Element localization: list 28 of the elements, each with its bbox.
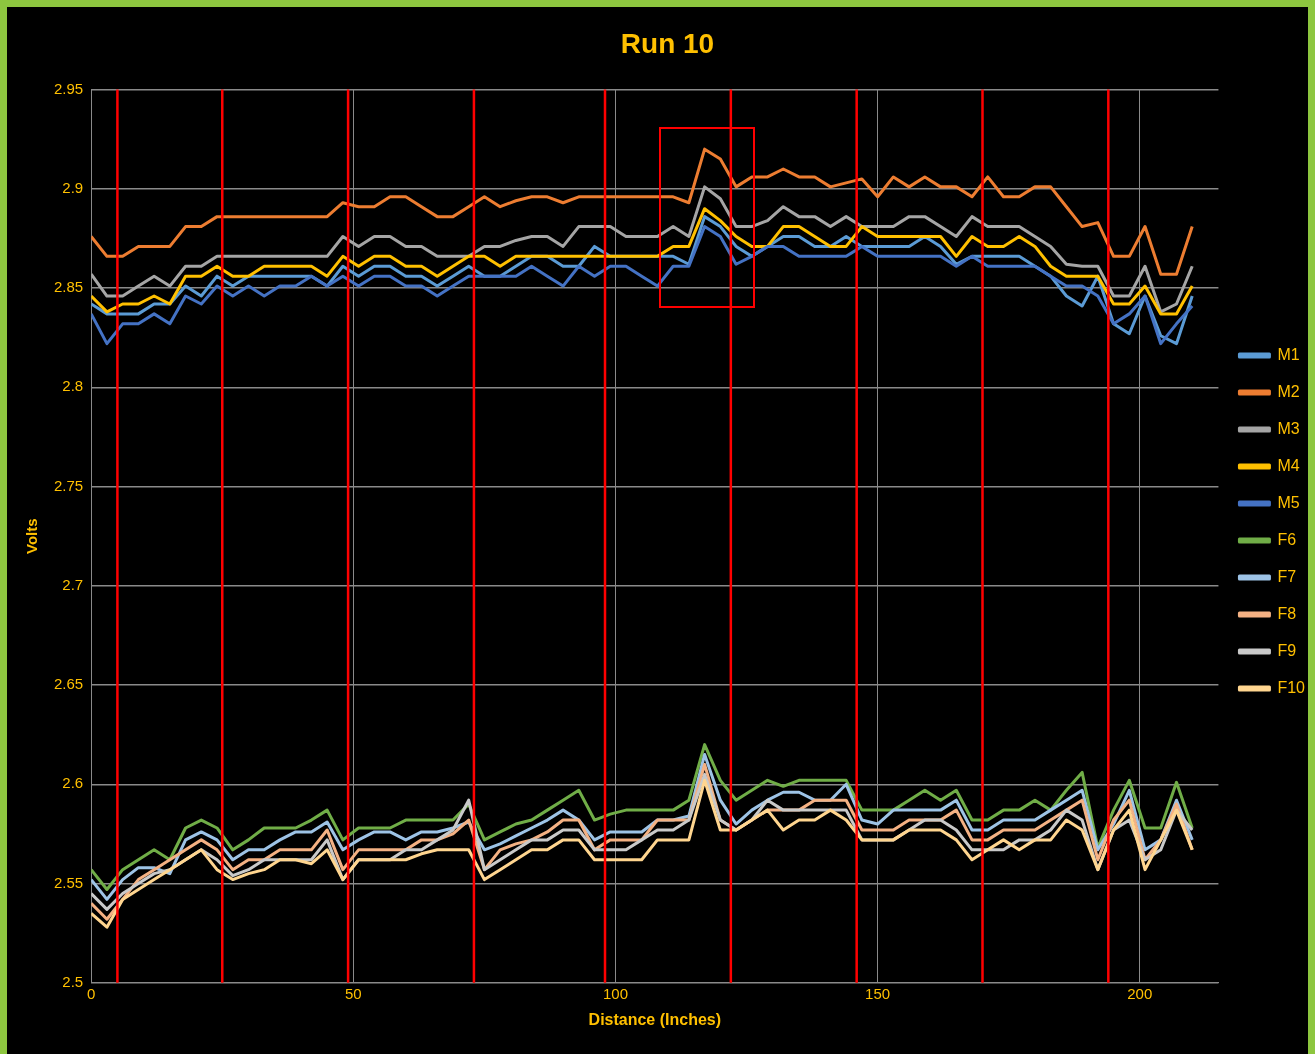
legend-label: F9 [1277,641,1297,659]
chart-title: Run 10 [620,27,715,59]
y-tick-label: 2.65 [53,675,84,693]
legend-label: F8 [1277,604,1297,622]
y-tick-label: 2.8 [62,377,84,395]
y-tick-label: 2.75 [53,476,84,494]
legend-label: M1 [1277,345,1300,363]
y-tick-label: 2.7 [62,575,84,593]
y-axis-title: Volts [23,518,41,554]
y-tick-label: 2.55 [53,873,84,891]
legend-label: F6 [1277,530,1297,548]
y-tick-label: 2.9 [62,178,84,196]
y-tick-label: 2.95 [53,79,84,97]
x-axis-title: Distance (Inches) [588,1010,722,1028]
legend-label: F10 [1277,678,1306,696]
x-tick-label: 0 [87,984,96,1002]
x-tick-label: 50 [345,984,362,1002]
y-tick-label: 2.5 [62,972,84,990]
legend-label: M5 [1277,493,1300,511]
legend-label: M2 [1277,382,1300,400]
legend-label: M3 [1277,419,1300,437]
legend-label: M4 [1277,456,1300,474]
legend-label: F7 [1277,567,1297,585]
x-tick-label: 150 [865,984,891,1002]
x-tick-label: 100 [602,984,629,1002]
y-tick-label: 2.6 [62,774,84,792]
x-tick-label: 200 [1127,984,1153,1002]
y-tick-label: 2.85 [53,278,84,296]
